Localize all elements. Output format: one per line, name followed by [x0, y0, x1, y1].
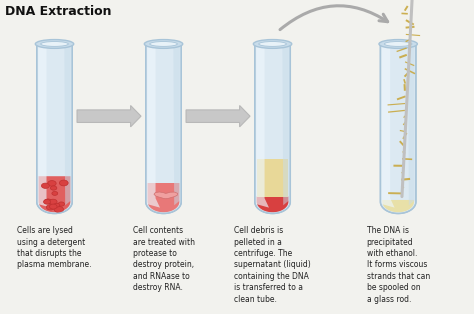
FancyArrowPatch shape [280, 6, 388, 30]
Text: Cell contents
are treated with
protease to
destroy protein,
and RNAase to
destro: Cell contents are treated with protease … [133, 226, 194, 292]
Ellipse shape [384, 41, 412, 46]
Polygon shape [382, 200, 414, 212]
Circle shape [44, 199, 51, 204]
Polygon shape [37, 44, 72, 214]
Polygon shape [283, 44, 289, 205]
Polygon shape [146, 44, 181, 214]
Text: Cells are lysed
using a detergent
that disrupts the
plasma membrane.: Cells are lysed using a detergent that d… [17, 226, 92, 269]
Polygon shape [38, 176, 71, 212]
Ellipse shape [144, 40, 182, 48]
Polygon shape [257, 159, 288, 197]
Ellipse shape [253, 40, 292, 48]
Circle shape [48, 181, 56, 186]
Polygon shape [255, 44, 290, 214]
Circle shape [50, 186, 57, 190]
Polygon shape [148, 183, 179, 212]
Polygon shape [38, 44, 51, 208]
Circle shape [49, 199, 57, 204]
Polygon shape [257, 197, 288, 212]
Ellipse shape [150, 41, 177, 46]
Polygon shape [186, 106, 250, 127]
Polygon shape [154, 192, 178, 199]
Polygon shape [256, 44, 269, 208]
Circle shape [46, 204, 55, 210]
Circle shape [49, 204, 57, 209]
Text: DNA Extraction: DNA Extraction [5, 5, 111, 18]
Circle shape [41, 183, 49, 188]
Circle shape [54, 203, 60, 208]
Ellipse shape [41, 41, 68, 46]
Text: The DNA is
precipitated
with ethanol.
It forms viscous
strands that can
be spool: The DNA is precipitated with ethanol. It… [366, 226, 430, 304]
Ellipse shape [35, 40, 74, 48]
Ellipse shape [379, 40, 417, 48]
Polygon shape [147, 44, 160, 208]
Polygon shape [173, 44, 180, 205]
Ellipse shape [259, 41, 286, 46]
Circle shape [52, 192, 58, 195]
Circle shape [44, 199, 52, 204]
Polygon shape [77, 106, 141, 127]
Polygon shape [382, 44, 394, 208]
Circle shape [54, 206, 64, 213]
Circle shape [59, 180, 68, 186]
Text: Cell debris is
pelleted in a
centrifuge. The
supernatant (liquid)
containing the: Cell debris is pelleted in a centrifuge.… [234, 226, 311, 304]
Polygon shape [380, 44, 416, 214]
Polygon shape [64, 44, 71, 205]
Polygon shape [408, 44, 414, 205]
Circle shape [58, 202, 64, 206]
Circle shape [54, 203, 60, 207]
